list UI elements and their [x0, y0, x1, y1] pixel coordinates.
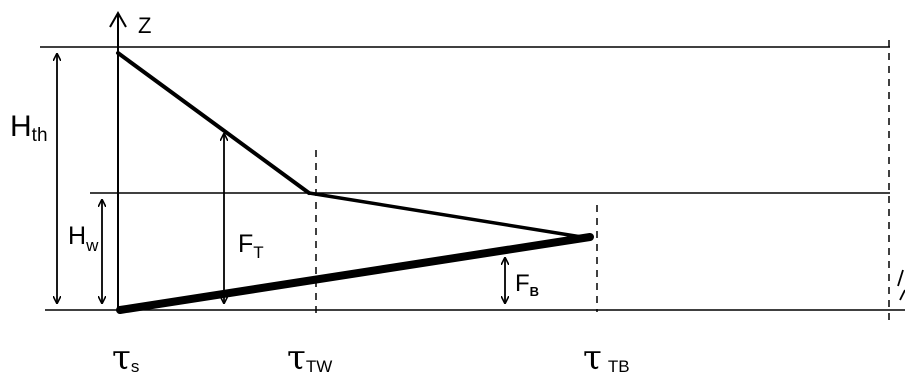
z-axis-arrowhead [109, 10, 127, 28]
f-t-label: FT [238, 230, 264, 262]
tau-s-main: τ [112, 338, 131, 378]
tau-tb-label: τ TB [583, 338, 630, 378]
profile-upper-segment [116, 51, 311, 195]
h-th-label-main: H [10, 110, 32, 143]
h-th-label: Hth [10, 110, 48, 146]
f-t-label-main: F [238, 230, 253, 258]
f-b-label-main: F [515, 270, 530, 297]
h-w-label-main: H [68, 222, 86, 250]
tau-tb-main: τ [583, 338, 602, 378]
profile-middle-segment [307, 191, 590, 240]
h-w-label-sub: w [85, 236, 99, 255]
h-w-label: Hw [68, 222, 99, 255]
f-t-label-sub: T [253, 243, 263, 262]
z-axis-label: Z [138, 13, 151, 38]
f-b-label: FB [515, 270, 539, 299]
f-b-label-sub: B [530, 284, 539, 299]
tau-tb-sub: TB [608, 357, 630, 376]
h-th-label-sub: th [32, 125, 48, 146]
tau-tw-sub: TW [306, 357, 332, 376]
tau-s-label: τs [112, 338, 139, 378]
right-edge-arrow-fragment-2 [899, 289, 905, 301]
tau-tw-label: τTW [287, 338, 332, 378]
tau-tw-main: τ [287, 338, 306, 378]
right-edge-arrow-fragment [897, 269, 904, 287]
profile-bottom-segment [116, 233, 594, 314]
tau-s-sub: s [131, 357, 140, 376]
